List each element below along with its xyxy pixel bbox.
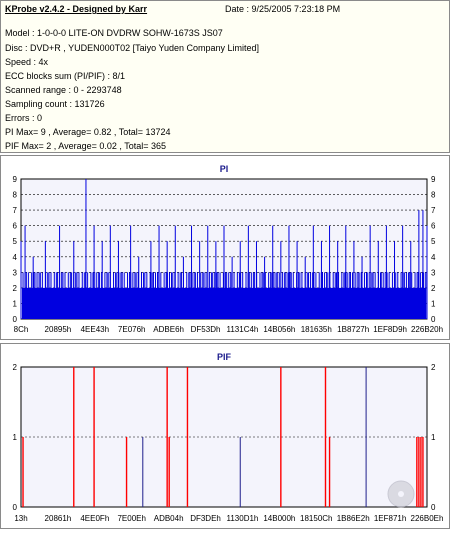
x-tick-label: DF3DEh bbox=[190, 514, 221, 523]
y-tick-label-right: 0 bbox=[431, 315, 436, 324]
y-tick-label-right: 4 bbox=[431, 253, 436, 262]
y-tick-label-left: 0 bbox=[13, 503, 18, 512]
y-tick-label-left: 3 bbox=[13, 268, 18, 277]
x-tick-label: 8Ch bbox=[14, 325, 29, 334]
y-tick-label-right: 8 bbox=[431, 191, 436, 200]
info-speed: Speed : 4x bbox=[5, 57, 49, 67]
y-tick-label-right: 2 bbox=[431, 363, 436, 372]
y-tick-label-left: 8 bbox=[13, 191, 18, 200]
info-disc: Disc : DVD+R , YUDEN000T02 [Taiyo Yuden … bbox=[5, 43, 260, 53]
pif-chart: PIF 0 0 1 1 2 2 13h 20861h 4EE0Fh 7E00Eh ADB04h DF3D… bbox=[13, 352, 444, 523]
x-tick-label: 181635h bbox=[301, 325, 332, 334]
info-range: Scanned range : 0 - 2293748 bbox=[5, 85, 122, 95]
x-tick-label: 1EF871h bbox=[374, 514, 406, 523]
y-tick-label-right: 3 bbox=[431, 268, 436, 277]
scan-date: Date : 9/25/2005 7:23:18 PM bbox=[225, 4, 341, 14]
x-tick-label: DF53Dh bbox=[191, 325, 221, 334]
x-tick-label: 14B000h bbox=[263, 514, 295, 523]
x-tick-label: 7E076h bbox=[118, 325, 146, 334]
y-tick-label-left: 6 bbox=[13, 222, 18, 231]
info-model: Model : 1-0-0-0 LITE-ON DVDRW SOHW-1673S… bbox=[5, 28, 223, 38]
y-tick-label-left: 1 bbox=[13, 299, 18, 308]
info-panel: KProbe v2.4.2 - Designed by Karr Date : … bbox=[0, 0, 450, 153]
x-tick-label: 1130D1h bbox=[227, 514, 259, 523]
y-tick-label-right: 5 bbox=[431, 237, 436, 246]
x-tick-label: 20895h bbox=[45, 325, 72, 334]
x-tick-label: 1B8727h bbox=[337, 325, 369, 334]
pif-chart-panel: PIF 0 0 1 1 2 2 13h 20861h 4EE0Fh 7E00Eh ADB04h DF3D… bbox=[0, 343, 450, 529]
y-tick-label-left: 4 bbox=[13, 253, 18, 262]
y-tick-label-left: 5 bbox=[13, 237, 18, 246]
x-tick-label: 20861h bbox=[45, 514, 72, 523]
y-tick-label-left: 2 bbox=[13, 284, 18, 293]
disc-watermark-hole bbox=[398, 491, 404, 497]
x-tick-label: ADB04h bbox=[154, 514, 184, 523]
x-tick-label: 4EE0Fh bbox=[80, 514, 109, 523]
y-tick-label-left: 0 bbox=[13, 315, 18, 324]
y-tick-label-left: 7 bbox=[13, 206, 18, 215]
x-tick-label: 14B056h bbox=[263, 325, 295, 334]
x-tick-label: 13h bbox=[14, 514, 27, 523]
x-tick-label: 226B0Eh bbox=[411, 514, 444, 523]
x-tick-label: 4EE43h bbox=[81, 325, 109, 334]
info-sampling: Sampling count : 131726 bbox=[5, 99, 105, 109]
x-tick-label: 18150Ch bbox=[300, 514, 332, 523]
chart-title: PI bbox=[220, 164, 229, 174]
x-tick-label: 1131C4h bbox=[227, 325, 259, 334]
x-tick-label: ADBE6h bbox=[153, 325, 184, 334]
y-tick-label-right: 7 bbox=[431, 206, 436, 215]
y-tick-label-left: 2 bbox=[13, 363, 18, 372]
pi-chart: PI 0 0 1 1 2 2 3 3 4 4 5 5 6 6 7 7 8 8 9 9 8Ch 20895h 4EE43h 7E0… bbox=[13, 164, 443, 334]
info-pi-stats: PI Max= 9 , Average= 0.82 , Total= 13724 bbox=[5, 127, 171, 137]
x-tick-label: 1EF8D9h bbox=[373, 325, 407, 334]
x-tick-label: 7E00Eh bbox=[117, 514, 145, 523]
info-pif-stats: PIF Max= 2 , Average= 0.02 , Total= 365 bbox=[5, 141, 167, 151]
y-tick-label-right: 1 bbox=[431, 433, 436, 442]
x-tick-label: 226B20h bbox=[411, 325, 443, 334]
pi-chart-panel: PI 0 0 1 1 2 2 3 3 4 4 5 5 6 6 7 7 8 8 9 9 8Ch 20895h 4EE43h 7E0… bbox=[0, 155, 450, 340]
y-tick-label-right: 0 bbox=[431, 503, 436, 512]
y-tick-label-left: 1 bbox=[13, 433, 18, 442]
chart-title: PIF bbox=[217, 352, 232, 362]
y-tick-label-left: 9 bbox=[13, 175, 18, 184]
y-tick-label-right: 9 bbox=[431, 175, 436, 184]
y-tick-label-right: 1 bbox=[431, 299, 436, 308]
x-tick-label: 1B86E2h bbox=[337, 514, 370, 523]
y-tick-label-right: 2 bbox=[431, 284, 436, 293]
info-errors: Errors : 0 bbox=[5, 113, 43, 123]
app-title: KProbe v2.4.2 - Designed by Karr bbox=[5, 4, 148, 14]
info-ecc: ECC blocks sum (PI/PIF) : 8/1 bbox=[5, 71, 126, 81]
y-tick-label-right: 6 bbox=[431, 222, 436, 231]
